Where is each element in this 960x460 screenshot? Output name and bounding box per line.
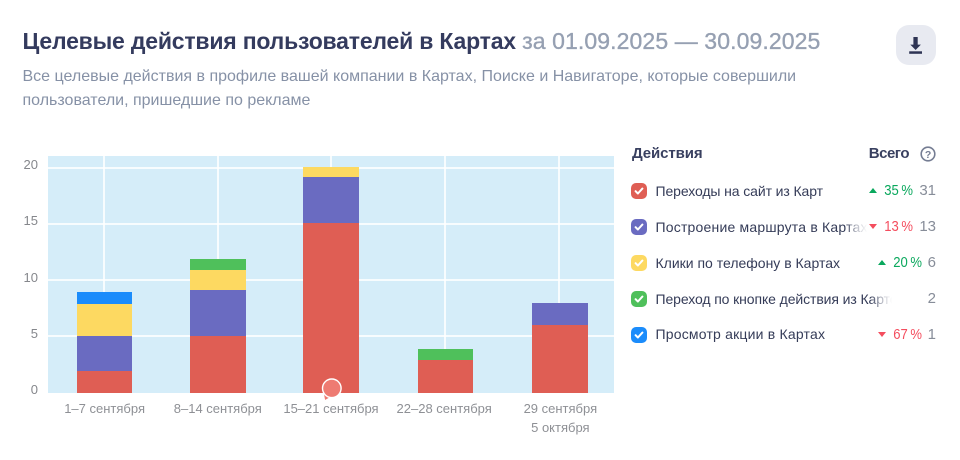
svg-text:?: ? bbox=[924, 149, 930, 161]
